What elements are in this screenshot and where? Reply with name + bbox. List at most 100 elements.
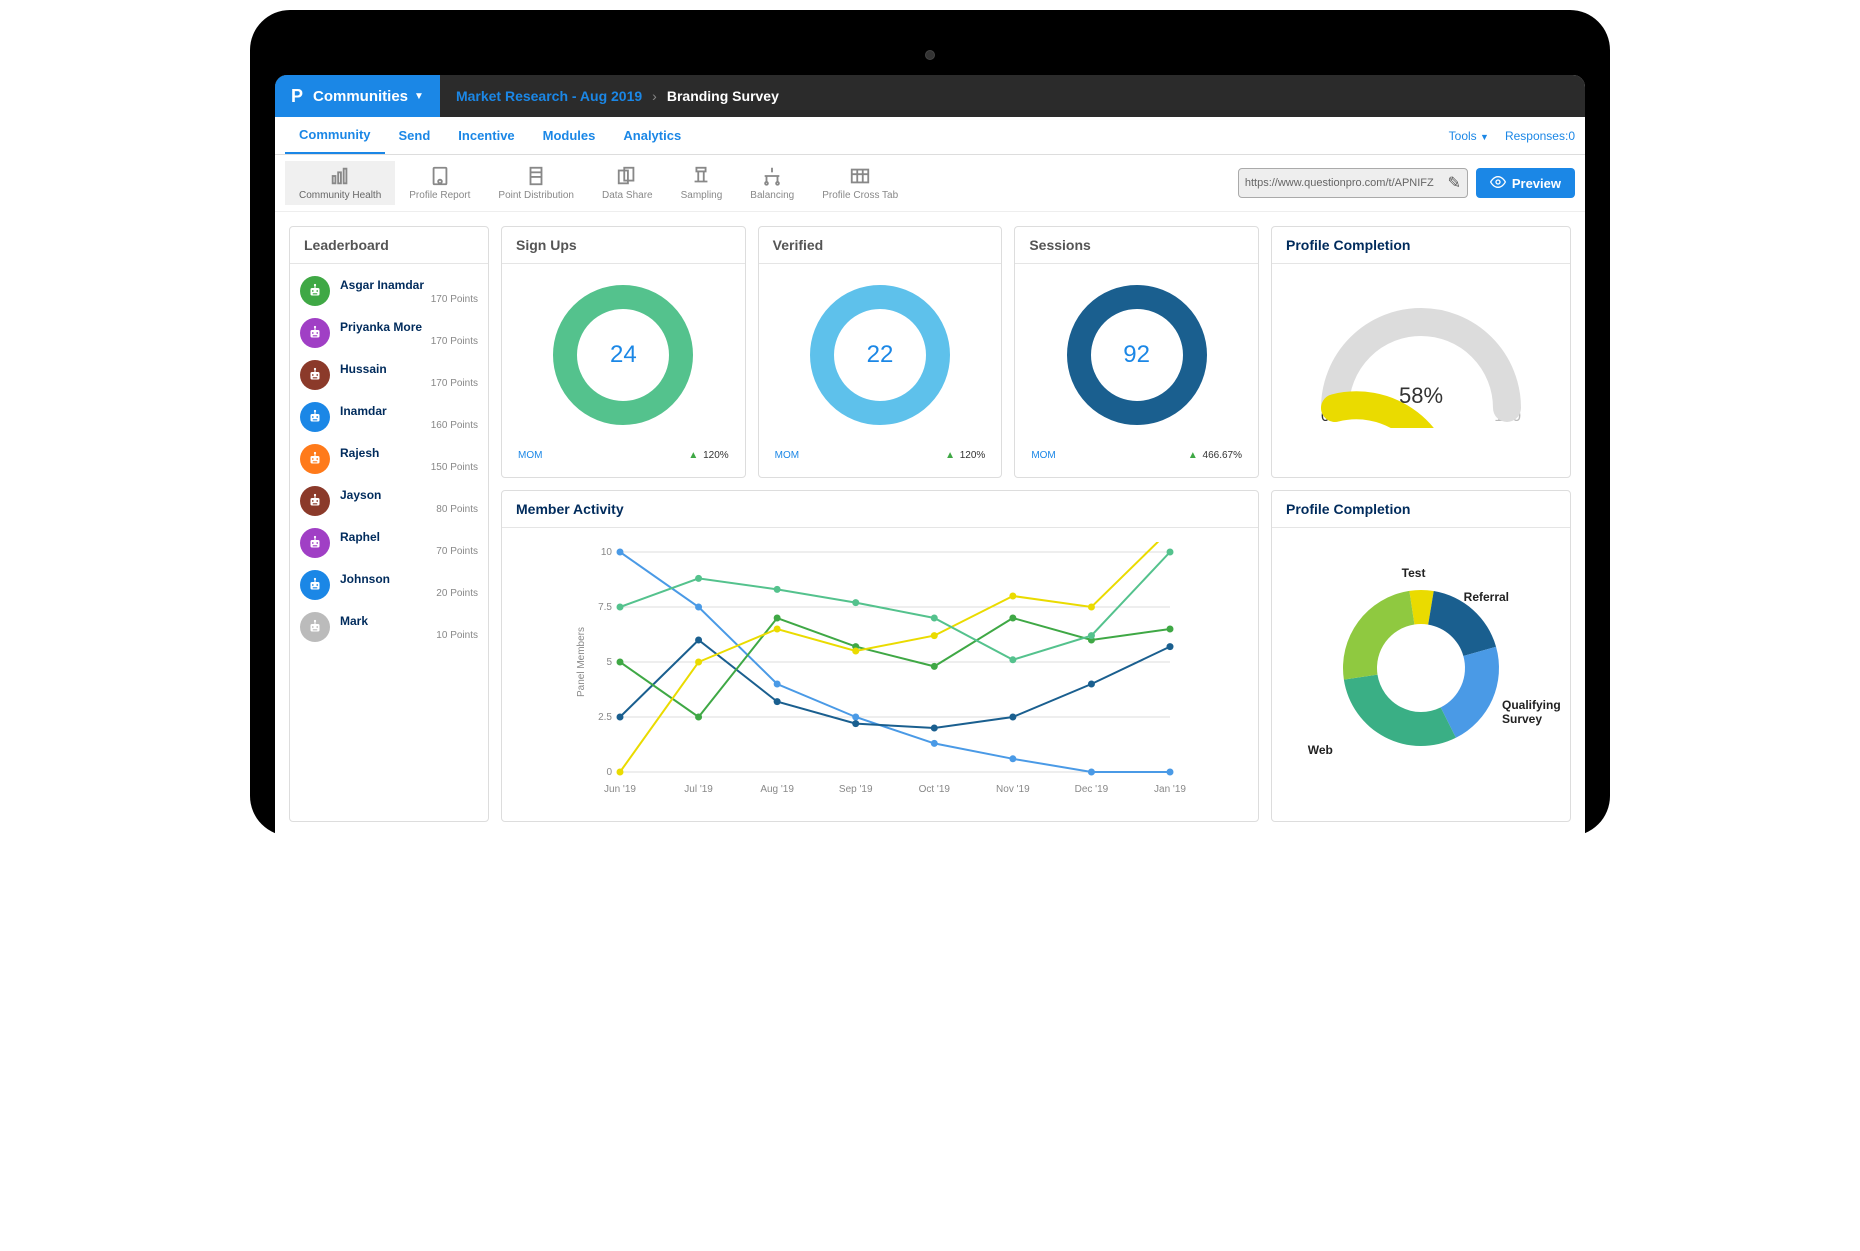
eye-icon [1490,174,1506,193]
svg-text:Sep '19: Sep '19 [839,784,873,795]
arrow-up-icon: ▲ [1188,450,1198,461]
avatar-icon [300,402,330,432]
toolbar-data-share[interactable]: Data Share [588,161,667,205]
chevron-right-icon: › [652,88,657,104]
dashboard-content: Leaderboard Asgar Inamdar170 PointsPriya… [275,212,1585,836]
svg-text:Jun '19: Jun '19 [604,784,636,795]
user-points: 10 Points [340,630,478,641]
activity-title: Member Activity [502,491,1258,528]
stat-value: 92 [1123,341,1150,369]
donut-segment-label: Referral [1464,590,1509,604]
toolbar-sampling[interactable]: Sampling [667,161,737,205]
user-points: 160 Points [340,420,478,431]
user-name: Hussain [340,362,478,376]
camera-dot [925,50,935,60]
tab-analytics[interactable]: Analytics [609,117,695,154]
stat-card-verified: Verified22MOM▲ 120% [758,226,1003,478]
gauge-title: Profile Completion [1272,227,1570,264]
leaderboard-item[interactable]: Johnson20 Points [290,564,488,606]
communities-menu[interactable]: P Communities ▼ [275,75,440,117]
stat-title: Sign Ups [502,227,745,264]
leaderboard-item[interactable]: Rajesh 150 Points [290,438,488,480]
leaderboard-item[interactable]: Jayson 80 Points [290,480,488,522]
toolbar-profile-report[interactable]: Profile Report [395,161,484,205]
svg-text:Jul '19: Jul '19 [684,784,713,795]
app-screen: P Communities ▼ Market Research - Aug 20… [275,75,1585,836]
arrow-up-icon: ▲ [945,450,955,461]
stat-card-sessions: Sessions 92 MOM ▲ 466.67% [1014,226,1259,478]
leaderboard-item[interactable]: Asgar Inamdar170 Points [290,270,488,312]
user-name: Jayson [340,488,478,502]
avatar-icon [300,444,330,474]
stat-title: Verified [759,227,1002,264]
stat-card-sign-ups: Sign Ups 24 MOM ▲ 120% [501,226,746,478]
user-name: Mark [340,614,478,628]
donut-card: Profile Completion TestReferralQualifyin… [1271,490,1571,822]
svg-text:7.5: 7.5 [598,602,612,613]
user-name: Raphel [340,530,478,544]
toolbar-point-distribution[interactable]: Point Distribution [484,161,588,205]
stat-value: 22 [867,341,894,369]
tab-send[interactable]: Send [385,117,445,154]
preview-button[interactable]: Preview [1476,168,1575,198]
stat-value: 24 [610,341,637,369]
topbar: P Communities ▼ Market Research - Aug 20… [275,75,1585,117]
donut-segment-label: Test [1402,566,1426,580]
tools-menu[interactable]: Tools ▼ [1449,129,1489,143]
user-name: Inamdar [340,404,478,418]
user-name: Asgar Inamdar [340,278,478,292]
nav-tabs: CommunitySendIncentiveModulesAnalytics T… [275,117,1585,155]
svg-text:Jan '19: Jan '19 [1154,784,1186,795]
toolbar-profile-cross-tab[interactable]: Profile Cross Tab [808,161,912,205]
donut-chart [1291,548,1551,768]
svg-text:Panel Members: Panel Members [576,627,587,697]
toolbar-community-health[interactable]: Community Health [285,161,395,205]
arrow-up-icon: ▲ [688,450,698,461]
leaderboard-item[interactable]: Mark 10 Points [290,606,488,648]
stat-mom-label[interactable]: MOM [1031,450,1055,461]
user-points: 150 Points [340,462,478,473]
svg-text:10: 10 [601,547,613,558]
tab-modules[interactable]: Modules [529,117,610,154]
brand-name: Communities [313,88,408,105]
gauge-percent: 58% [1399,383,1443,409]
tab-community[interactable]: Community [285,117,385,154]
user-name: Rajesh [340,446,478,460]
gauge-card: Profile Completion 58% 0 100 [1271,226,1571,478]
stat-mom-label[interactable]: MOM [775,450,799,461]
leaderboard-title: Leaderboard [290,227,488,264]
svg-text:Oct '19: Oct '19 [919,784,951,795]
stat-title: Sessions [1015,227,1258,264]
user-points: 70 Points [340,546,478,557]
stat-delta: ▲ 120% [688,450,728,461]
svg-text:2.5: 2.5 [598,712,612,723]
avatar-icon [300,318,330,348]
donut-title: Profile Completion [1272,491,1570,528]
user-points: 170 Points [340,336,478,347]
svg-text:5: 5 [606,657,612,668]
leaderboard-item[interactable]: Priyanka More 170 Points [290,312,488,354]
user-points: 80 Points [340,504,478,515]
avatar-icon [300,570,330,600]
avatar-icon [300,528,330,558]
stat-mom-label[interactable]: MOM [518,450,542,461]
share-url-input[interactable] [1245,177,1448,189]
responses-count: Responses:0 [1505,129,1575,143]
leaderboard-item[interactable]: Inamdar 160 Points [290,396,488,438]
leaderboard-item[interactable]: Raphel 70 Points [290,522,488,564]
device-inner: P Communities ▼ Market Research - Aug 20… [275,75,1585,836]
tab-incentive[interactable]: Incentive [444,117,528,154]
avatar-icon [300,276,330,306]
leaderboard-item[interactable]: Hussain170 Points [290,354,488,396]
stat-delta: ▲ 466.67% [1188,450,1242,461]
user-name: Johnson [340,572,478,586]
stats-row: Sign Ups 24 MOM ▲ 120% Verified 22 MOM ▲ 120% Se… [501,226,1259,478]
breadcrumb: Market Research - Aug 2019 › Branding Su… [440,75,795,117]
avatar-icon [300,360,330,390]
breadcrumb-parent[interactable]: Market Research - Aug 2019 [456,88,642,104]
svg-text:Aug '19: Aug '19 [760,784,794,795]
toolbar-balancing[interactable]: Balancing [736,161,808,205]
edit-icon[interactable]: ✎ [1447,173,1460,193]
avatar-icon [300,486,330,516]
user-name: Priyanka More [340,320,478,334]
